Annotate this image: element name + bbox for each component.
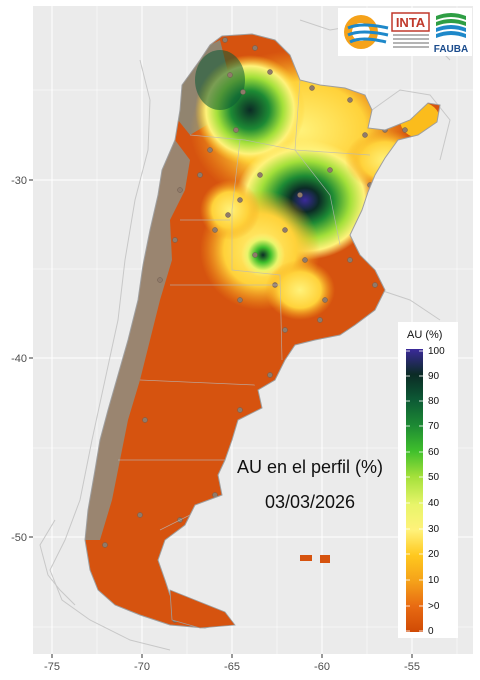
legend-ticks (406, 350, 423, 632)
y-tick-label: -30 (11, 175, 27, 187)
legend-label: 20 (428, 549, 440, 560)
station-points (102, 37, 433, 623)
inta-logo: INTA (391, 12, 430, 48)
inta-logo-text: INTA (396, 15, 426, 30)
malvinas-islands (300, 555, 330, 563)
legend-title: AU (%) (407, 329, 442, 341)
x-axis: -75 -70 -65 -60 -55 (44, 654, 420, 673)
logos-box: INTA FAUBA (338, 8, 472, 56)
legend-label: 60 (428, 447, 440, 458)
fauba-logo-text: FAUBA (434, 44, 468, 55)
y-axis: -30 -40 -50 (11, 175, 33, 544)
legend-label: 30 (428, 524, 440, 535)
x-tick-label: -55 (404, 661, 420, 673)
andes-mask (85, 140, 190, 540)
y-tick-label: -40 (11, 353, 27, 365)
legend-label: 50 (428, 472, 440, 483)
x-tick-label: -75 (44, 661, 60, 673)
y-tick-label: -50 (11, 532, 27, 544)
legend-label: 70 (428, 421, 440, 432)
map-date: 03/03/2026 (265, 492, 355, 512)
province-borders (118, 79, 371, 531)
legend-label: 40 (428, 498, 440, 509)
legend-label: 90 (428, 371, 440, 382)
fauba-logo: FAUBA (434, 13, 468, 55)
x-tick-label: -65 (224, 661, 240, 673)
legend-label: 0 (428, 626, 434, 637)
x-tick-label: -60 (314, 661, 330, 673)
map-title: AU en el perfil (%) (237, 457, 383, 477)
legend-label: >0 (428, 601, 440, 612)
legend-label: 10 (428, 575, 440, 586)
legend-label: 80 (428, 396, 440, 407)
x-tick-label: -70 (134, 661, 150, 673)
conae-logo-icon (344, 15, 389, 49)
legend-label: 100 (428, 346, 445, 357)
legend: AU (%) 100 90 80 70 60 50 40 30 20 10 >0… (398, 322, 458, 638)
legend-colorbar (406, 349, 423, 632)
tierra-del-fuego (169, 589, 236, 629)
